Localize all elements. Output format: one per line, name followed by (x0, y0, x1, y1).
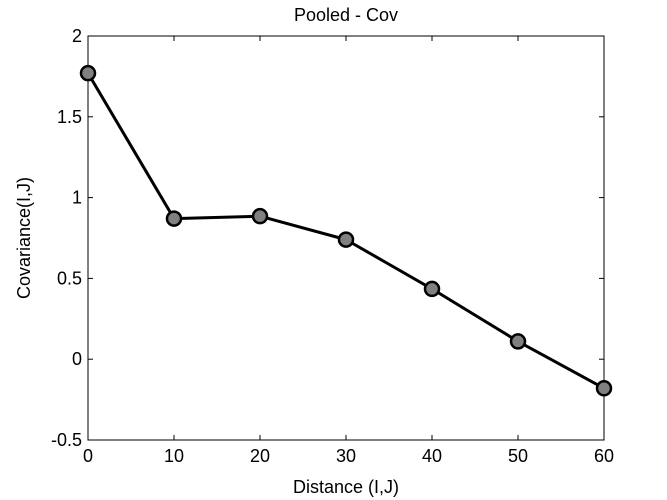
y-axis-label: Covariance(I,J) (14, 177, 34, 299)
x-ticks: 0 10 20 30 40 50 60 (83, 36, 614, 466)
x-tick-label: 60 (594, 446, 614, 466)
y-tick-label: 0.5 (57, 268, 82, 288)
data-point (79, 64, 97, 82)
data-point (337, 231, 355, 248)
chart-title: Pooled - Cov (294, 5, 398, 25)
y-tick-label: 1 (72, 188, 82, 208)
y-ticks: -0.5 0 0.5 1 1.5 2 (51, 26, 604, 450)
x-tick-label: 30 (336, 446, 356, 466)
data-point (423, 280, 441, 298)
x-axis-label: Distance (I,J) (293, 477, 399, 497)
data-point (251, 207, 269, 225)
x-tick-label: 0 (83, 446, 93, 466)
y-tick-label: 0 (72, 349, 82, 369)
data-point (165, 210, 183, 227)
x-tick-label: 40 (422, 446, 442, 466)
data-point (595, 380, 613, 397)
x-tick-label: 20 (250, 446, 270, 466)
x-tick-label: 10 (164, 446, 184, 466)
plot-area: 0 10 20 30 40 50 60 -0.500.511.52 (51, 26, 614, 466)
data-point (509, 333, 527, 350)
y-tick-label: -0.5 (51, 430, 82, 450)
y-tick-label: 2 (72, 26, 82, 46)
y-tick-label: 1.5 (57, 107, 82, 127)
x-tick-label: 50 (508, 446, 528, 466)
series-layer (79, 64, 613, 397)
